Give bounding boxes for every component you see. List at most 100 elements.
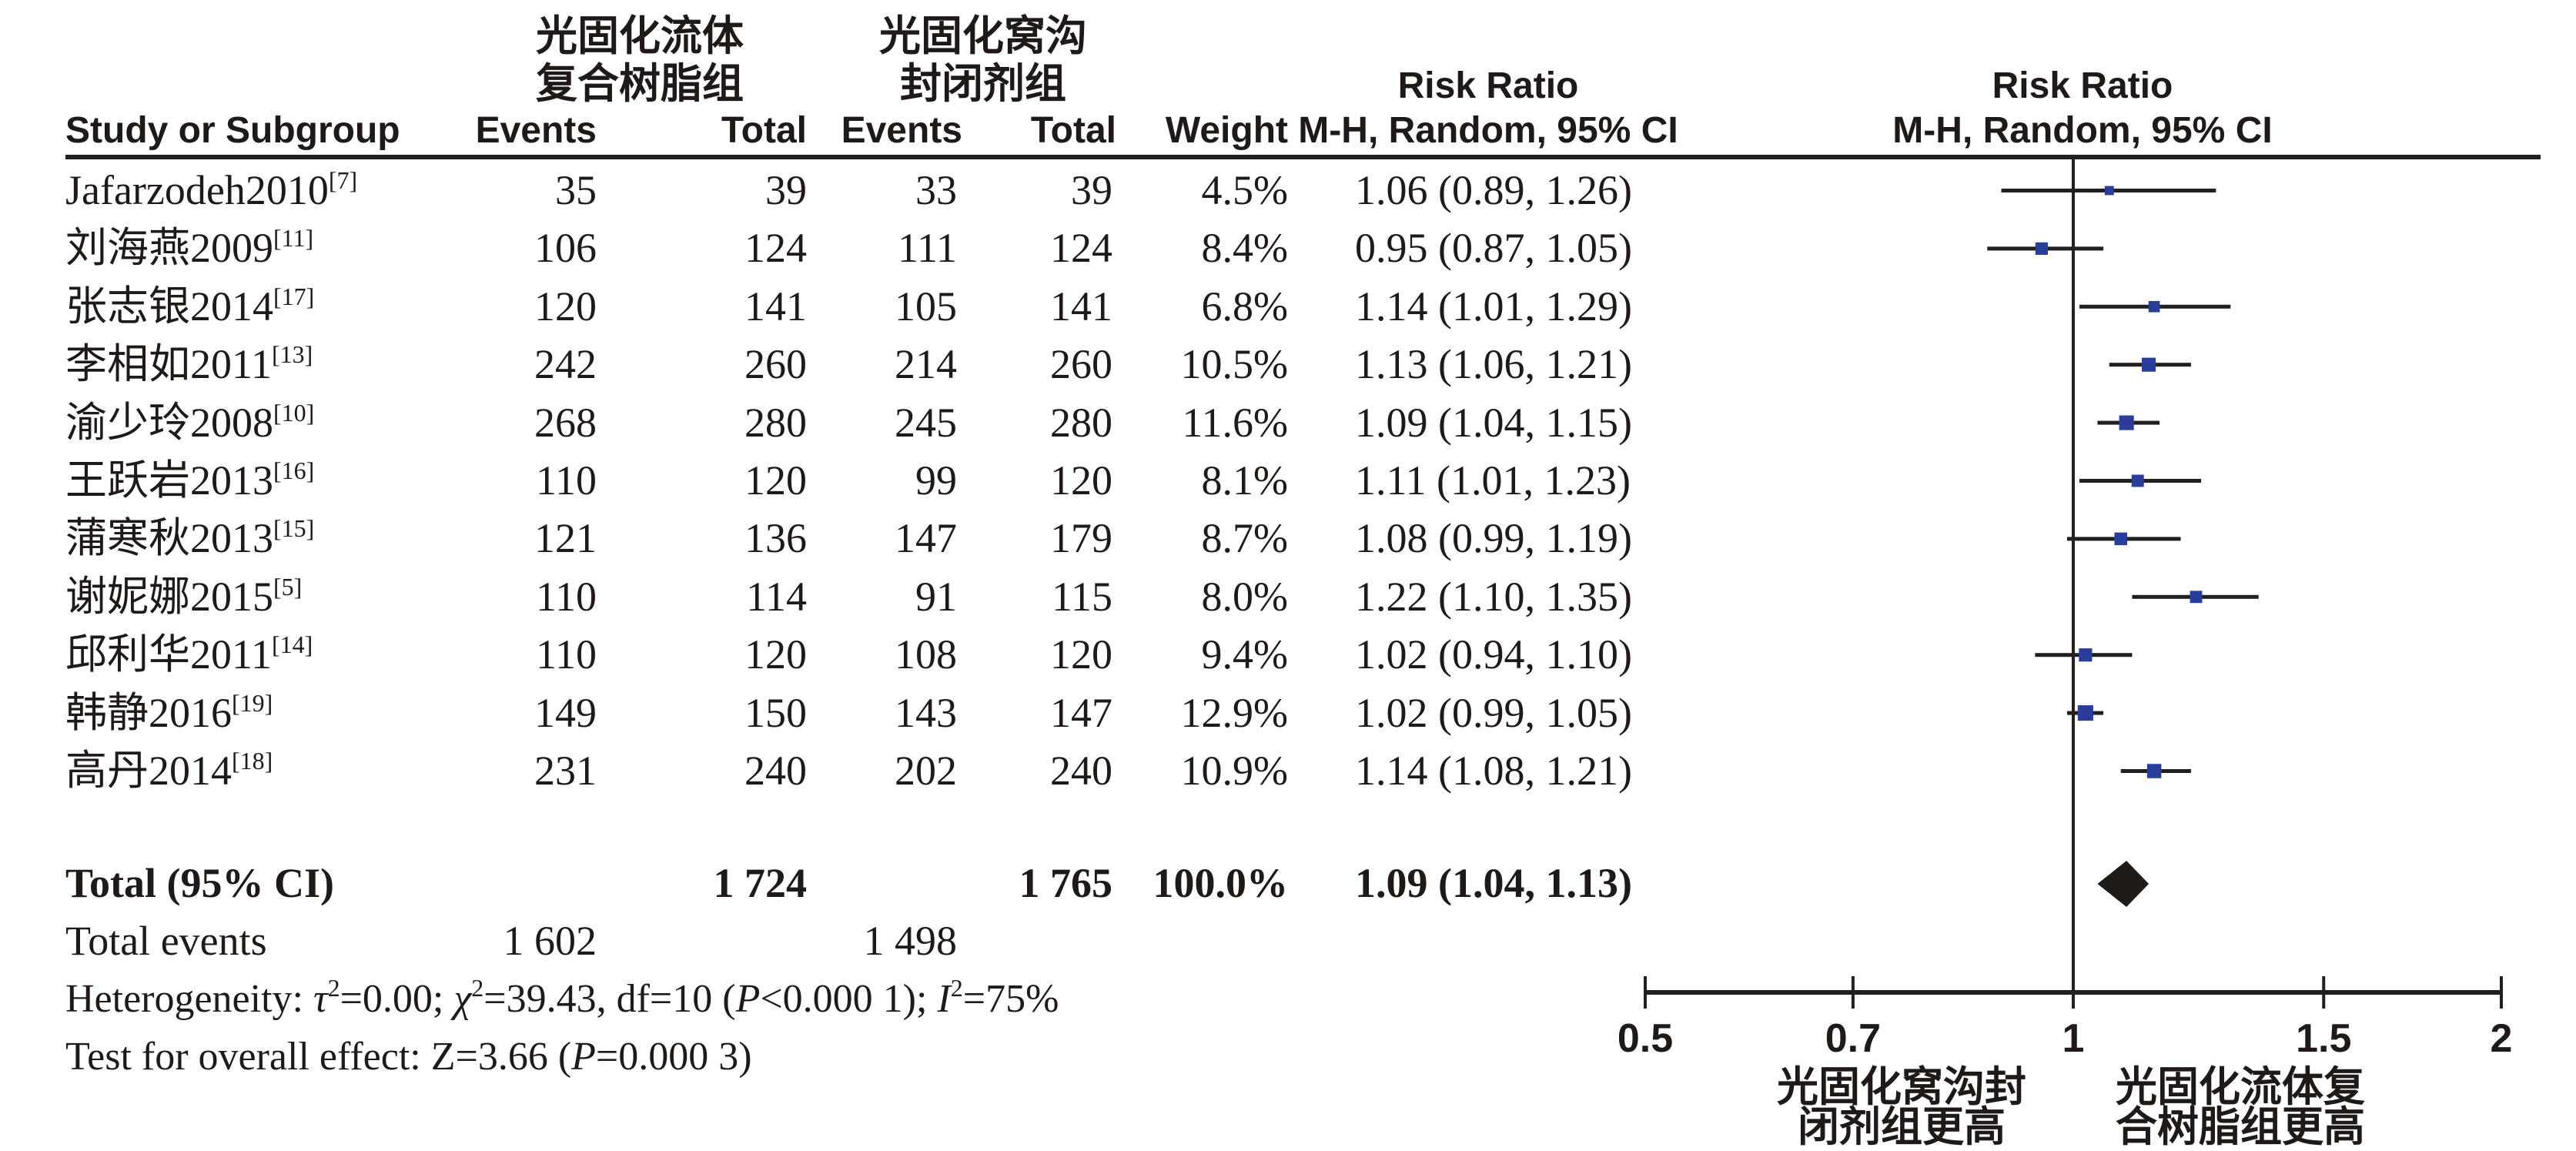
- x-axis-tick: [2072, 976, 2075, 1009]
- study-row: 渝少玲2008[10] 268 280 245 280 11.6% 1.09 (1.04, …: [0, 394, 2576, 452]
- effect-marker: [2079, 648, 2093, 662]
- total-group1: 280: [744, 400, 807, 446]
- events-group2: 147: [895, 515, 957, 561]
- study-row: Jafarzodeh2010[7] 35 39 33 39 4.5% 1.06 (0.89,…: [0, 162, 2576, 219]
- events-group1: 149: [534, 690, 597, 736]
- events-group2: 105: [895, 283, 957, 330]
- total-events-label: Total events: [65, 918, 267, 964]
- total-group1: 39: [765, 167, 807, 213]
- rr-ci-text: 1.08 (0.99, 1.19): [1355, 515, 1632, 561]
- total-events-group2: 1 498: [863, 918, 958, 964]
- col-header-ci-text: M-H, Random, 95% CI: [1298, 110, 1678, 151]
- effect-marker: [2141, 357, 2156, 372]
- study-reference-superscript: [10]: [273, 399, 315, 427]
- events-group2: 245: [895, 400, 957, 446]
- weight-value: 9.4%: [1201, 631, 1288, 678]
- x-axis-tick-label: 1: [2062, 1016, 2085, 1061]
- weight-value: 8.7%: [1201, 515, 1288, 561]
- events-group1: 110: [536, 631, 597, 678]
- null-effect-line: [2072, 159, 2075, 992]
- study-name: 刘海燕2009[11]: [65, 224, 314, 271]
- study-row: 张志银2014[17] 120 141 105 141 6.8% 1.14 (1.01, 1…: [0, 278, 2576, 336]
- study-name: 李相如2011[13]: [65, 340, 313, 387]
- study-name: 邱利华2011[14]: [65, 631, 313, 678]
- total-group2: 179: [1050, 515, 1112, 561]
- rr-ci-text: 1.11 (1.01, 1.23): [1355, 457, 1631, 504]
- events-group2: 33: [915, 167, 957, 213]
- rr-ci-text: 0.95 (0.87, 1.05): [1355, 225, 1632, 271]
- study-reference-superscript: [13]: [272, 340, 313, 368]
- study-row: 蒲寒秋2013[15] 121 136 147 179 8.7% 1.08 (0.99, 1…: [0, 510, 2576, 567]
- total-group1: 240: [744, 748, 807, 794]
- total-events-row: Total events 1 602 1 498: [0, 912, 2576, 970]
- total-group2: 120: [1050, 631, 1112, 678]
- total-rr-ci: 1.09 (1.04, 1.13): [1355, 860, 1632, 906]
- total-group2: 141: [1050, 283, 1112, 330]
- events-group2: 202: [895, 748, 957, 794]
- effect-marker: [2148, 300, 2160, 313]
- study-name: 王跃岩2013[16]: [65, 457, 315, 504]
- rr-ci-text: 1.02 (0.94, 1.10): [1355, 631, 1632, 678]
- weight-value: 6.8%: [1201, 283, 1288, 330]
- total-group2: 115: [1052, 574, 1112, 620]
- rr-ci-text: 1.02 (0.99, 1.05): [1355, 690, 1632, 736]
- events-group1: 231: [534, 748, 597, 794]
- study-reference-superscript: [5]: [273, 573, 303, 601]
- weight-value: 10.5%: [1180, 341, 1288, 387]
- total-group1: 141: [744, 283, 807, 330]
- x-axis-tick-label: 2: [2491, 1016, 2513, 1061]
- study-name: 蒲寒秋2013[15]: [65, 514, 315, 561]
- pooled-diamond: [2097, 861, 2149, 907]
- total-group1: 136: [744, 515, 807, 561]
- study-row: 邱利华2011[14] 110 120 108 120 9.4% 1.02 (0.94, 1…: [0, 626, 2576, 684]
- effect-marker: [2104, 186, 2114, 196]
- plot-column-title: Risk Ratio: [1992, 65, 2173, 106]
- weight-value: 12.9%: [1180, 690, 1288, 736]
- events-group1: 35: [555, 167, 597, 213]
- events-group1: 268: [534, 400, 597, 446]
- total-group1: 260: [744, 341, 807, 387]
- effect-marker: [2190, 591, 2203, 604]
- study-name: 高丹2014[18]: [65, 747, 273, 794]
- group2-header-line1: 光固化窝沟: [879, 13, 1087, 59]
- group1-header-line1: 光固化流体: [536, 13, 744, 59]
- study-reference-superscript: [14]: [272, 631, 313, 658]
- rr-ci-text: 1.14 (1.01, 1.29): [1355, 283, 1632, 330]
- total-group2: 260: [1050, 341, 1112, 387]
- total-label: Total (95% CI): [65, 860, 335, 906]
- direction-label-right-line1: 光固化流体复: [2116, 1064, 2365, 1110]
- weight-value: 8.4%: [1201, 225, 1288, 271]
- events-group2: 108: [895, 631, 957, 678]
- study-row: 王跃岩2013[16] 110 120 99 120 8.1% 1.11 (1.01, 1.…: [0, 452, 2576, 510]
- events-group1: 106: [534, 225, 597, 271]
- total-group1: 114: [746, 574, 807, 620]
- group1-header-line2: 复合树脂组: [536, 61, 744, 107]
- total-group1: 120: [744, 457, 807, 504]
- x-axis-tick: [2322, 976, 2326, 1009]
- rr-ci-text: 1.06 (0.89, 1.26): [1355, 167, 1632, 213]
- study-name: 张志银2014[17]: [65, 283, 315, 330]
- effect-marker: [2077, 705, 2093, 721]
- total-n-group1: 1 724: [713, 860, 808, 906]
- total-row: Total (95% CI) 1 724 1 765 100.0% 1.09 (…: [0, 855, 2576, 912]
- weight-value: 10.9%: [1180, 748, 1288, 794]
- total-weight: 100.0%: [1153, 860, 1289, 906]
- overall-test-text: Test for overall effect: Z=3.66 (P=0.000…: [65, 1035, 752, 1079]
- overall-test-row: Test for overall effect: Z=3.66 (P=0.000…: [0, 1028, 2576, 1086]
- col-header-events1: Events: [475, 110, 597, 151]
- x-axis-tick-label: 0.5: [1618, 1016, 1673, 1061]
- header-rule: [65, 155, 2541, 159]
- total-n-group2: 1 765: [1019, 860, 1113, 906]
- x-axis-tick: [2500, 976, 2503, 1009]
- x-axis-tick: [1644, 976, 1647, 1009]
- events-group1: 242: [534, 341, 597, 387]
- study-reference-superscript: [7]: [328, 166, 358, 194]
- study-row: 谢妮娜2015[5] 110 114 91 115 8.0% 1.22 (1.10, 1.3…: [0, 568, 2576, 626]
- events-group2: 91: [915, 574, 957, 620]
- total-group2: 39: [1071, 167, 1112, 213]
- events-group2: 111: [898, 225, 957, 271]
- effect-marker: [2114, 532, 2127, 546]
- x-axis-tick-label: 1.5: [2296, 1016, 2351, 1061]
- study-reference-superscript: [17]: [273, 283, 315, 310]
